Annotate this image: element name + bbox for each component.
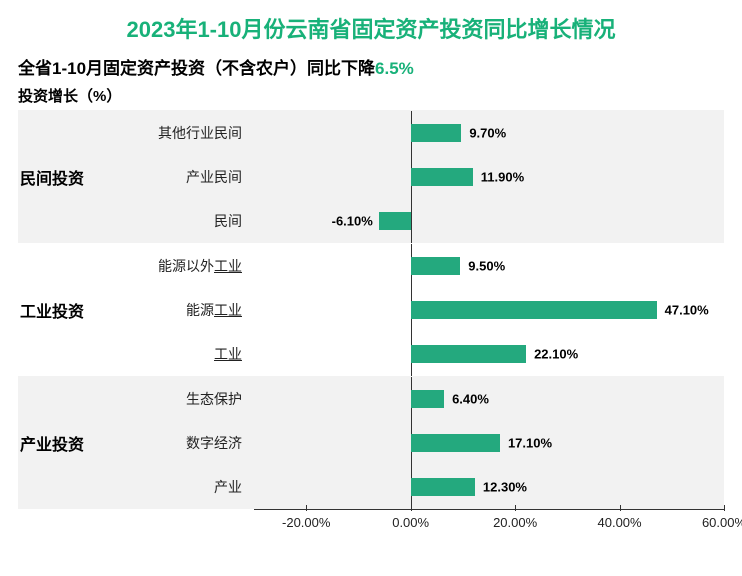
- bar-row: 能源工业 47.10%: [114, 288, 724, 332]
- chart-title: 2023年1-10月份云南省固定资产投资同比增长情况: [18, 12, 724, 44]
- x-tick-label: 60.00%: [702, 515, 742, 530]
- bar: [411, 478, 475, 496]
- chart-subtitle: 全省1-10月固定资产投资（不含农户）同比下降6.5%: [18, 54, 724, 79]
- x-tick-label: 40.00%: [598, 515, 642, 530]
- category-label: 其他行业民间: [114, 123, 254, 143]
- bar-area: -6.10%: [254, 199, 724, 243]
- x-tick-label: 0.00%: [392, 515, 429, 530]
- bar-area: 12.30%: [254, 465, 724, 509]
- category-label: 生态保护: [114, 389, 254, 409]
- bar: [379, 212, 411, 230]
- category-label: 数字经济: [114, 433, 254, 453]
- bar: [411, 301, 657, 319]
- bar-area: 9.70%: [254, 111, 724, 155]
- group-bars: 其他行业民间 9.70% 产业民间 11.90% 民间 -6.10%: [114, 111, 724, 243]
- category-label: 产业民间: [114, 167, 254, 187]
- x-tick-label: -20.00%: [282, 515, 330, 530]
- group-bars: 生态保护 6.40% 数字经济 17.10% 产业 12.30%: [114, 377, 724, 509]
- x-tick-label: 20.00%: [493, 515, 537, 530]
- bar: [411, 124, 462, 142]
- zero-line: [411, 199, 412, 243]
- bar-area: 22.10%: [254, 332, 724, 376]
- group-bars: 能源以外工业 9.50% 能源工业 47.10% 工业 22.10%: [114, 244, 724, 376]
- bar: [411, 168, 473, 186]
- bar-area: 47.10%: [254, 288, 724, 332]
- category-label: 能源工业: [114, 300, 254, 320]
- category-label: 能源以外工业: [114, 256, 254, 276]
- group-label: 产业投资: [18, 377, 114, 509]
- x-tick-line: [411, 505, 412, 511]
- x-axis-line: [254, 509, 724, 510]
- bar-value-label: 12.30%: [483, 480, 527, 495]
- x-tick-line: [515, 505, 516, 511]
- chart-group: 民间投资其他行业民间 9.70% 产业民间 11.90% 民间 -6.10%: [18, 110, 724, 243]
- category-label: 工业: [114, 344, 254, 364]
- bar: [411, 345, 526, 363]
- category-label: 民间: [114, 211, 254, 231]
- bar-row: 其他行业民间 9.70%: [114, 111, 724, 155]
- bar: [411, 434, 500, 452]
- bar: [411, 390, 444, 408]
- group-label: 工业投资: [18, 244, 114, 376]
- subtitle-prefix: 全省1-10月固定资产投资（不含农户）同比下降: [18, 59, 375, 78]
- bar-value-label: 9.50%: [468, 259, 505, 274]
- chart-container: 2023年1-10月份云南省固定资产投资同比增长情况 全省1-10月固定资产投资…: [0, 0, 742, 576]
- subtitle-highlight: 6.5%: [375, 59, 414, 78]
- bar-row: 生态保护 6.40%: [114, 377, 724, 421]
- bar-value-label: 22.10%: [534, 347, 578, 362]
- bar-value-label: -6.10%: [332, 214, 373, 229]
- bar-area: 6.40%: [254, 377, 724, 421]
- bar-row: 数字经济 17.10%: [114, 421, 724, 465]
- bar-row: 工业 22.10%: [114, 332, 724, 376]
- bar-row: 产业民间 11.90%: [114, 155, 724, 199]
- category-label: 产业: [114, 477, 254, 497]
- x-axis: -20.00%0.00%20.00%40.00%60.00%: [114, 509, 724, 543]
- bar-row: 产业 12.30%: [114, 465, 724, 509]
- bar-value-label: 47.10%: [665, 303, 709, 318]
- bar-area: 17.10%: [254, 421, 724, 465]
- bar-value-label: 17.10%: [508, 436, 552, 451]
- bar-area: 11.90%: [254, 155, 724, 199]
- bar: [411, 257, 461, 275]
- x-tick-line: [306, 505, 307, 511]
- y-axis-label: 投资增长（%）: [18, 85, 724, 106]
- bar-value-label: 9.70%: [469, 126, 506, 141]
- bar-row: 民间 -6.10%: [114, 199, 724, 243]
- bar-chart: 民间投资其他行业民间 9.70% 产业民间 11.90% 民间 -6.10% 工业投资能源以…: [18, 110, 724, 509]
- chart-group: 产业投资生态保护 6.40% 数字经济 17.10% 产业 12.30%: [18, 376, 724, 509]
- bar-value-label: 11.90%: [481, 170, 524, 185]
- x-tick-line: [724, 505, 725, 511]
- bar-value-label: 6.40%: [452, 392, 489, 407]
- bar-area: 9.50%: [254, 244, 724, 288]
- x-tick-line: [620, 505, 621, 511]
- bar-row: 能源以外工业 9.50%: [114, 244, 724, 288]
- chart-group: 工业投资能源以外工业 9.50% 能源工业 47.10% 工业 22.10%: [18, 243, 724, 376]
- group-label: 民间投资: [18, 111, 114, 243]
